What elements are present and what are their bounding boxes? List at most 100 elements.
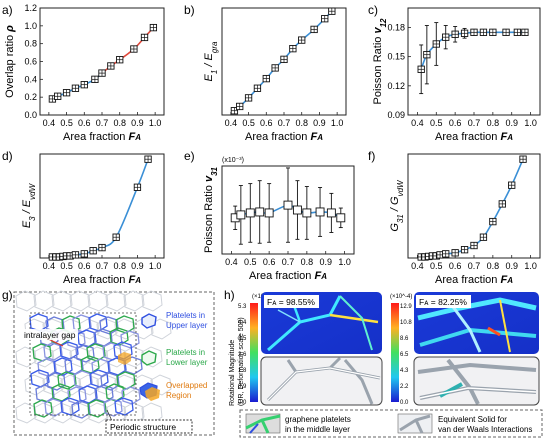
data-point — [255, 207, 265, 217]
right-fa-box — [416, 295, 471, 308]
left-band-1 — [267, 295, 342, 352]
platelet-cell — [93, 328, 113, 347]
colorbar-tick-label: 4.4 — [238, 320, 247, 326]
x-tick-label: 0.8 — [113, 118, 126, 128]
left-fa-label: Fᴀ = 98.55% — [267, 297, 315, 307]
x-tick-label: 1.0 — [338, 257, 351, 267]
platelet-cell — [120, 330, 140, 349]
ghost-cell — [78, 374, 100, 396]
right-bottom-highlights — [419, 387, 537, 399]
left-colorbar — [250, 303, 258, 402]
platelet-cell — [103, 398, 123, 417]
colorbar-tick-label: 0.0 — [400, 400, 409, 406]
data-point — [264, 208, 274, 218]
chart-g31-modulus: 0.4 0.5 0.6 0.7 0.8 0.9 1.0 Area fraction FA G31… — [389, 153, 541, 286]
platelet-cell — [87, 399, 107, 418]
chart-poisson-v12: 0.4 0.5 0.6 0.7 0.8 0.9 1.0 0.09 0.12 0.15 0.18 Are… — [372, 7, 541, 143]
periodic-leader-line — [106, 409, 113, 422]
platelet-cell — [67, 386, 87, 405]
platelet-cell — [99, 316, 119, 335]
colorbar-tick-label: 2.2 — [400, 384, 409, 390]
platelet-cell — [88, 313, 108, 332]
platelet-cell — [71, 400, 91, 419]
x-tick-label: 0.6 — [449, 118, 462, 128]
x-tick-label: 0.9 — [131, 261, 144, 271]
ghost-cell — [87, 290, 109, 312]
x-tick-label: 0.6 — [449, 261, 462, 271]
platelet-cell — [64, 356, 84, 375]
lower-layer-platelet-icon — [141, 350, 157, 366]
y-axis-label: Poisson Ratio v12 — [372, 18, 388, 105]
y-tick-label: 0.18 — [387, 22, 405, 32]
platelet-cell — [60, 397, 80, 416]
x-tick-label: 0.9 — [319, 257, 332, 267]
left-band-3 — [329, 313, 379, 324]
x-tick-label: 0.6 — [78, 261, 91, 271]
ghost-cell — [15, 402, 37, 424]
right-band-4 — [499, 299, 511, 353]
platelet-cell — [35, 384, 55, 403]
platelet-cell — [78, 385, 98, 404]
ghost-cell — [123, 290, 145, 312]
x-tick-label: 0.7 — [468, 261, 481, 271]
upper-layer-label-2: Upper layer — [166, 321, 208, 330]
colorbar-tick-label: 0.0 — [238, 400, 247, 406]
platelet-cell — [80, 355, 100, 374]
platelet-cell — [43, 342, 63, 361]
platelet-cell — [30, 369, 50, 388]
plot-frame — [407, 7, 541, 116]
x-tick-label: 0.5 — [60, 261, 73, 271]
y-tick-label: 1.0 — [24, 21, 37, 31]
colorbar-tick-label: 2.6 — [238, 352, 247, 358]
x-tick-label: 0.7 — [468, 118, 481, 128]
gap-label-bg — [22, 329, 78, 340]
x-axis-label: Area fraction FA — [63, 274, 141, 286]
y-tick-label: 0.09 — [387, 110, 405, 120]
deformation-scale-label: (UR, Deformation scale 500) — [238, 317, 245, 406]
platelet-cell — [115, 315, 135, 334]
h-legend-box — [239, 409, 543, 438]
ghost-cell — [33, 402, 55, 424]
legend-solid-label-1: Equivalent Solid for — [438, 415, 507, 424]
right-band-1 — [417, 297, 537, 321]
left-band-4 — [339, 295, 373, 351]
colorbar-tick-label: 4.3 — [400, 368, 409, 374]
x-tick-label: 0.8 — [301, 257, 314, 267]
data-point — [315, 207, 325, 217]
platelet-cell — [73, 370, 93, 389]
y-tick-label: 0.6 — [24, 57, 37, 67]
left-band-5 — [277, 309, 301, 323]
y-tick-label: 0.12 — [387, 81, 405, 91]
ghost-cell — [15, 346, 37, 368]
rotational-magnitude-label: Rotational Magnitude — [229, 340, 236, 406]
panel-letter-c: c) — [368, 3, 378, 17]
y-axis-label: Poisson Ratio v31 — [203, 166, 219, 253]
overlapped-label-1: Overlapped — [166, 381, 207, 390]
lower-layer-label-2: Lower layer — [166, 358, 208, 367]
platelet-cell — [32, 343, 52, 362]
platelet-cell — [53, 357, 73, 376]
left-bottom-highlights — [267, 367, 381, 401]
panel-letter-g: g) — [2, 288, 13, 302]
x-tick-label: 0.6 — [263, 257, 276, 267]
x-tick-label: 0.9 — [505, 118, 518, 128]
ghost-cell — [69, 290, 91, 312]
platelet-cell — [59, 341, 79, 360]
platelet-cell — [109, 327, 129, 346]
colorbar-tick-label: 8.6 — [400, 336, 409, 342]
x-axis-label: Area fraction FA — [63, 131, 141, 143]
x-tick-label: 1.0 — [149, 261, 162, 271]
platelet-cell — [86, 343, 106, 362]
panel-letter-f: f) — [368, 149, 375, 163]
x-tick-label: 0.4 — [411, 118, 424, 128]
y-axis-label: E3 / EvdW — [21, 182, 37, 228]
x-tick-label: 0.4 — [43, 118, 56, 128]
x-axis-label: Area fraction FA — [249, 270, 327, 282]
legend-platelet-blue — [249, 423, 259, 434]
panel-letter-b: b) — [184, 3, 195, 17]
overlapped-label-2: Region — [166, 391, 191, 400]
panel-letter-d: d) — [2, 149, 13, 163]
x-tick-label: 0.7 — [282, 257, 295, 267]
data-point — [336, 213, 346, 223]
